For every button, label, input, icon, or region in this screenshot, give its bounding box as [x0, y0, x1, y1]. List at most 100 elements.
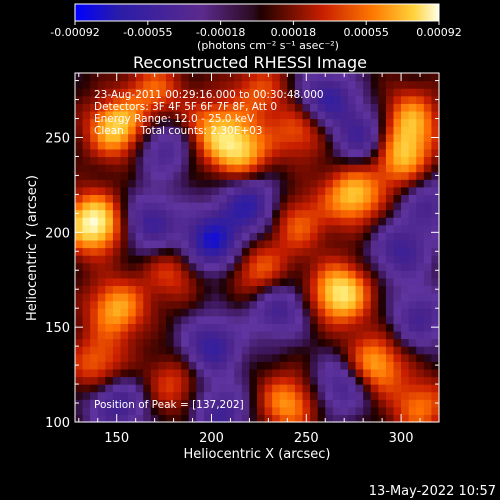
heatmap-cell: [272, 406, 281, 416]
heatmap-cell: [219, 353, 228, 362]
heatmap-cell: [135, 224, 144, 233]
heatmap-cell: [393, 308, 402, 317]
heatmap-cell: [166, 406, 175, 416]
heatmap-cell: [241, 406, 251, 416]
heatmap-cell: [241, 270, 251, 279]
heatmap-cell: [355, 171, 364, 180]
heatmap-cell: [287, 361, 296, 370]
heatmap-cell: [203, 293, 213, 302]
heatmap-cell: [264, 338, 273, 347]
heatmap-cell: [355, 209, 364, 218]
heatmap-cell: [211, 323, 220, 332]
heatmap-cell: [310, 247, 319, 256]
heatmap-cell: [279, 247, 288, 256]
heatmap-cell: [219, 384, 228, 393]
heatmap-cell: [120, 399, 129, 408]
heatmap-cell: [431, 353, 440, 362]
heatmap-cell: [294, 285, 304, 294]
heatmap-cell: [196, 118, 205, 127]
heatmap-cell: [279, 88, 288, 97]
heatmap-cell: [257, 399, 266, 408]
heatmap-cell: [332, 201, 342, 211]
heatmap-cell: [340, 103, 349, 112]
heatmap-cell: [211, 232, 220, 241]
heatmap-cell: [196, 247, 205, 256]
heatmap-cell: [378, 141, 387, 150]
heatmap-cell: [363, 368, 372, 378]
heatmap-cell: [203, 323, 213, 332]
heatmap-cell: [158, 110, 167, 120]
heatmap-cell: [385, 164, 395, 173]
heatmap-cell: [112, 103, 122, 112]
heatmap-cell: [128, 330, 137, 340]
heatmap-cell: [196, 95, 205, 104]
heatmap-cell: [317, 293, 326, 302]
heatmap-cell: [272, 141, 281, 150]
heatmap-cell: [112, 209, 122, 218]
heatmap-cell: [385, 110, 395, 120]
heatmap-cell: [332, 255, 342, 264]
heatmap-cell: [234, 399, 243, 408]
heatmap-cell: [211, 277, 220, 287]
heatmap-cell: [408, 406, 417, 416]
heatmap-cell: [75, 315, 84, 324]
heatmap-cell: [264, 171, 273, 180]
heatmap-cell: [196, 300, 205, 309]
heatmap-cell: [355, 156, 364, 165]
heatmap-cell: [120, 217, 129, 226]
heatmap-cell: [302, 300, 311, 309]
heatmap-cell: [90, 73, 99, 82]
heatmap-cell: [310, 308, 319, 317]
heatmap-cell: [272, 330, 281, 340]
heatmap-cell: [317, 300, 326, 309]
heatmap-cell: [294, 353, 304, 362]
heatmap-cell: [105, 285, 114, 294]
heatmap-cell: [143, 270, 152, 279]
heatmap-cell: [385, 255, 395, 264]
colorbar-tick-label: -0.00055: [123, 26, 172, 39]
heatmap-cell: [385, 293, 395, 302]
heatmap-cell: [105, 118, 114, 127]
heatmap-cell: [272, 73, 281, 82]
heatmap-cell: [112, 239, 122, 249]
heatmap-cell: [90, 376, 99, 385]
heatmap-cell: [325, 80, 334, 89]
heatmap-cell: [188, 133, 197, 142]
heatmap-cell: [257, 73, 266, 82]
heatmap-cell: [257, 346, 266, 355]
heatmap-cell: [408, 391, 417, 400]
colorbar-tick-label: 0.00018: [271, 26, 317, 39]
heatmap-cell: [302, 346, 311, 355]
heatmap-cell: [211, 141, 220, 150]
heatmap-cell: [355, 232, 364, 241]
heatmap-cell: [181, 80, 190, 89]
heatmap-cell: [226, 361, 235, 370]
heatmap-cell: [234, 80, 243, 89]
heatmap-cell: [196, 353, 205, 362]
heatmap-cell: [90, 391, 99, 400]
heatmap-cell: [416, 384, 425, 393]
heatmap-cell: [370, 133, 379, 142]
heatmap-cell: [325, 239, 334, 249]
heatmap-cell: [181, 110, 190, 120]
heatmap-cell: [393, 186, 402, 195]
heatmap-cell: [219, 171, 228, 180]
heatmap-cell: [196, 217, 205, 226]
heatmap-cell: [340, 247, 349, 256]
heatmap-cell: [294, 110, 304, 120]
heatmap-cell: [196, 201, 205, 211]
heatmap-cell: [188, 126, 197, 135]
heatmap-cell: [370, 399, 379, 408]
heatmap-cell: [423, 88, 433, 97]
heatmap-cell: [302, 338, 311, 347]
heatmap-cell: [249, 361, 258, 370]
heatmap-cell: [332, 277, 342, 287]
heatmap-cell: [196, 361, 205, 370]
heatmap-cell: [249, 126, 258, 135]
heatmap-cell: [355, 315, 364, 324]
heatmap-cell: [234, 338, 243, 347]
heatmap-cell: [264, 308, 273, 317]
heatmap-cell: [120, 110, 129, 120]
heatmap-cell: [181, 262, 190, 271]
